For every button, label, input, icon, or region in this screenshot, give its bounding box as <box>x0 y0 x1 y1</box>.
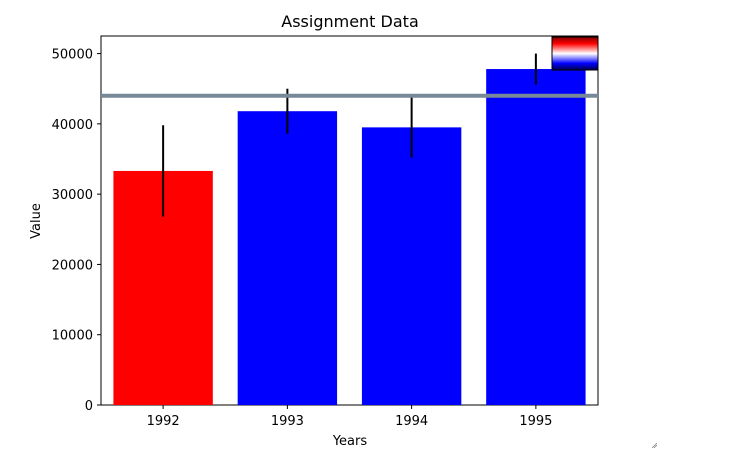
plot-frame <box>100 35 599 406</box>
x-tick-label-1993: 1993 <box>271 414 304 429</box>
y-axis-label: Value <box>29 203 44 239</box>
x-tick-label-1994: 1994 <box>395 414 428 429</box>
y-tick-label-0: 0 <box>85 399 93 414</box>
x-tick-label-1992: 1992 <box>147 414 180 429</box>
bar-1994 <box>361 127 462 405</box>
bar-1995 <box>486 69 586 405</box>
x-axis: 1992 1993 1994 1995 <box>147 405 552 429</box>
colorbar-gradient <box>551 36 599 71</box>
chart-title: Assignment Data <box>281 12 419 31</box>
bar-1993 <box>237 111 338 405</box>
x-axis-label: Years <box>332 434 368 449</box>
x-tick-label-1995: 1995 <box>519 414 552 429</box>
colorbar-inset <box>551 36 599 71</box>
y-tick-label-30000: 30000 <box>52 188 93 203</box>
y-tick-label-40000: 40000 <box>52 118 93 133</box>
y-tick-label-10000: 10000 <box>52 329 93 344</box>
y-tick-label-20000: 20000 <box>52 258 93 273</box>
y-axis: 0 10000 20000 30000 40000 50000 <box>52 48 101 414</box>
resize-grip-icon[interactable] <box>652 443 657 448</box>
y-tick-label-50000: 50000 <box>52 48 93 63</box>
